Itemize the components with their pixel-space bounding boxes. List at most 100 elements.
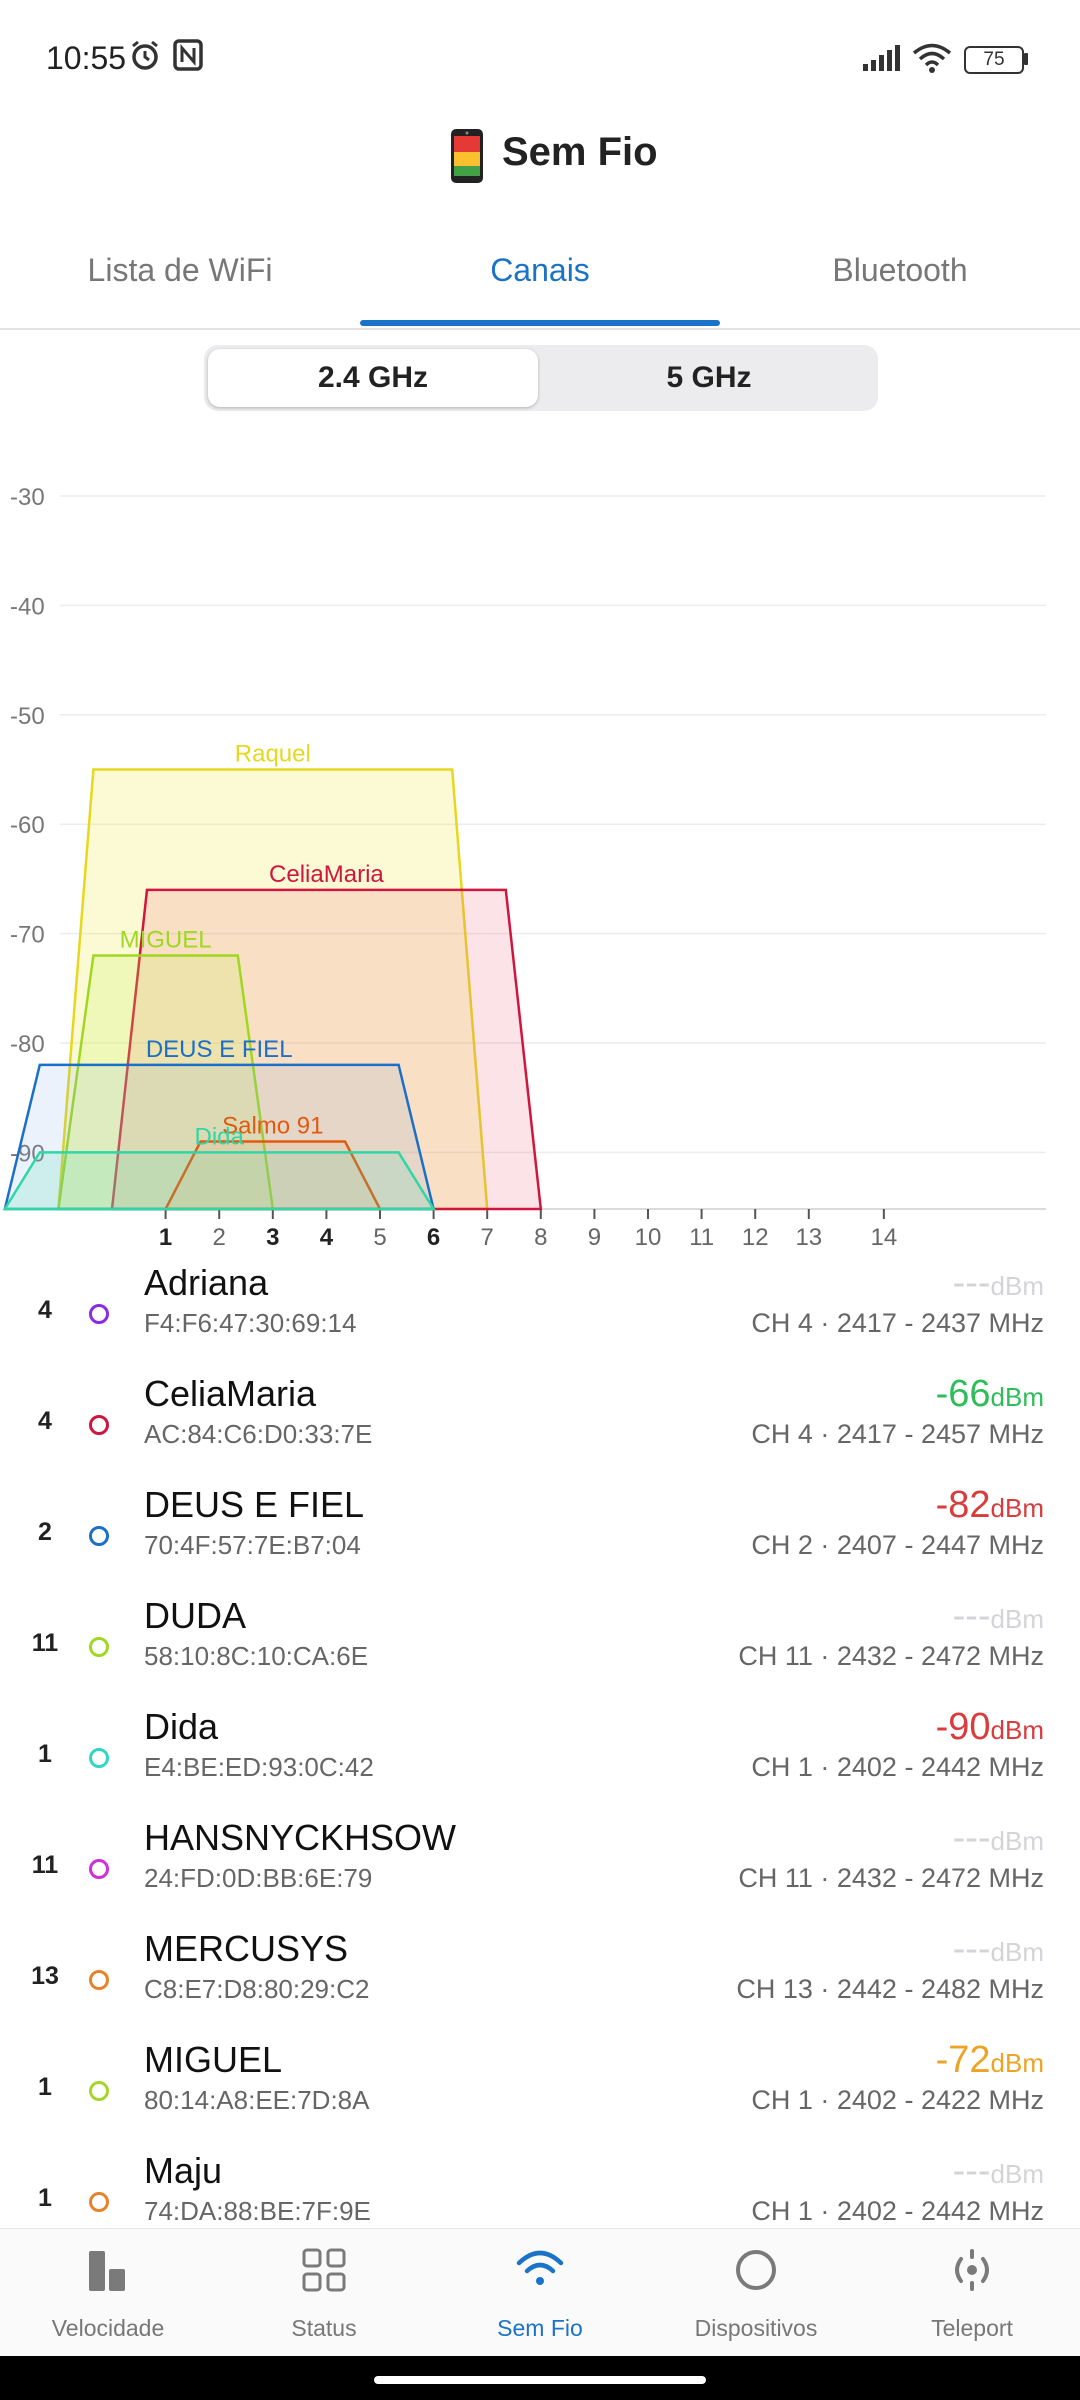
network-row[interactable]: 13 MERCUSYS C8:E7:D8:80:29:C2 ---dBm CH 13 ·… xyxy=(0,1928,1080,2039)
network-mac: 24:FD:0D:BB:6E:79 xyxy=(144,1863,373,1893)
x-tick-label: 12 xyxy=(742,1224,769,1251)
x-tick-label: 13 xyxy=(795,1224,822,1251)
network-signal: -82dBm xyxy=(936,1484,1044,1527)
network-row[interactable]: 1 Maju 74:DA:88:BE:7F:9E ---dBm CH 1 · 2402 … xyxy=(0,2150,1080,2222)
network-row[interactable]: 4 Adriana F4:F6:47:30:69:14 ---dBm CH 4 · 24… xyxy=(0,1262,1080,1373)
network-band-label: Salmo 91 xyxy=(222,1112,323,1139)
signal-unit: dBm xyxy=(990,1937,1044,1967)
network-signal: -72dBm xyxy=(936,2039,1044,2082)
network-mac: AC:84:C6:D0:33:7E xyxy=(144,1419,373,1449)
band-option-5ghz[interactable]: 5 GHz xyxy=(666,361,752,394)
signal-unit: dBm xyxy=(990,1604,1044,1634)
app-logo-icon xyxy=(451,129,483,183)
network-band-label: CeliaMaria xyxy=(269,861,384,888)
tab-channels[interactable]: Canais xyxy=(490,252,590,288)
network-channel-info: CH 4 · 2417 - 2437 MHz xyxy=(751,1308,1044,1338)
signal-unit: dBm xyxy=(990,1826,1044,1856)
nav-item-status[interactable]: Status xyxy=(216,2229,432,2357)
network-signal: ---dBm xyxy=(953,2150,1044,2193)
network-band-label: MIGUEL xyxy=(120,926,212,953)
home-indicator[interactable] xyxy=(374,2376,706,2384)
nfc-icon xyxy=(173,39,203,71)
network-channel-info: CH 1 · 2402 - 2442 MHz xyxy=(751,1752,1044,1782)
nav-item-dispositivos[interactable]: Dispositivos xyxy=(648,2229,864,2357)
network-mac: 70:4F:57:7E:B7:04 xyxy=(144,1530,361,1560)
network-name: Maju xyxy=(144,2150,223,2191)
network-signal: ---dBm xyxy=(953,1928,1044,1971)
tab-wifi-list[interactable]: Lista de WiFi xyxy=(87,252,273,288)
x-tick-label: 11 xyxy=(689,1224,714,1251)
network-mac: 74:DA:88:BE:7F:9E xyxy=(144,2196,371,2222)
network-channel: 11 xyxy=(31,1629,59,1657)
network-signal: -66dBm xyxy=(936,1373,1044,1416)
nav-label: Status xyxy=(291,2315,357,2341)
network-band-label: Raquel xyxy=(235,741,311,768)
network-name: Adriana xyxy=(144,1262,269,1303)
grid-icon xyxy=(302,2248,346,2292)
network-channel-info: CH 11 · 2432 - 2472 MHz xyxy=(738,1863,1044,1893)
network-name: DUDA xyxy=(144,1595,247,1636)
band-option-2-4ghz[interactable]: 2.4 GHz xyxy=(208,349,538,407)
network-name: Dida xyxy=(144,1706,219,1747)
signal-unit: dBm xyxy=(990,1382,1044,1412)
x-tick-label: 10 xyxy=(635,1224,662,1251)
x-tick-label: 9 xyxy=(588,1224,601,1251)
x-tick-label: 14 xyxy=(870,1224,897,1251)
y-tick-label: -40 xyxy=(10,593,45,620)
battery-icon: 75 xyxy=(964,46,1024,74)
network-row[interactable]: 2 DEUS E FIEL 70:4F:57:7E:B7:04 -82dBm CH 2 … xyxy=(0,1484,1080,1595)
network-band xyxy=(2,1151,436,1211)
network-channel-info: CH 2 · 2407 - 2447 MHz xyxy=(751,1530,1044,1560)
signal-unit: dBm xyxy=(990,2159,1044,2189)
teleport-icon xyxy=(955,2249,989,2291)
network-channel: 4 xyxy=(38,1296,52,1324)
signal-value: --- xyxy=(952,2150,991,2192)
nav-label: Sem Fio xyxy=(497,2315,583,2341)
x-tick-label: 4 xyxy=(320,1224,334,1251)
signal-unit: dBm xyxy=(990,1493,1044,1523)
network-name: DEUS E FIEL xyxy=(144,1484,365,1525)
nav-item-velocidade[interactable]: Velocidade xyxy=(0,2229,216,2357)
nav-label: Dispositivos xyxy=(694,2315,818,2341)
network-row[interactable]: 4 CeliaMaria AC:84:C6:D0:33:7E -66dBm CH 4 ·… xyxy=(0,1373,1080,1484)
signal-value: -90 xyxy=(935,1706,991,1748)
network-row[interactable]: 11 HANSNYCKHSOW 24:FD:0D:BB:6E:79 ---dBm CH … xyxy=(0,1817,1080,1928)
network-channel-info: CH 11 · 2432 - 2472 MHz xyxy=(738,1641,1044,1671)
x-tick-label: 1 xyxy=(159,1224,172,1251)
network-row[interactable]: 1 MIGUEL 80:14:A8:EE:7D:8A -72dBm CH 1 · 240… xyxy=(0,2039,1080,2150)
network-row[interactable]: 11 DUDA 58:10:8C:10:CA:6E ---dBm CH 11 · 243… xyxy=(0,1595,1080,1706)
signal-value: --- xyxy=(952,1595,991,1637)
network-signal: ---dBm xyxy=(953,1817,1044,1860)
nav-label: Teleport xyxy=(931,2315,1013,2341)
wifi-icon xyxy=(516,2250,564,2285)
nav-item-sem-fio[interactable]: Sem Fio xyxy=(432,2229,648,2357)
band-switch: 2.4 GHz 5 GHz xyxy=(204,345,878,411)
network-channel: 4 xyxy=(38,1407,52,1435)
network-row[interactable]: 1 Dida E4:BE:ED:93:0C:42 -90dBm CH 1 · 2402 … xyxy=(0,1706,1080,1817)
x-tick-label: 8 xyxy=(534,1224,547,1251)
nav-label: Velocidade xyxy=(51,2315,165,2341)
y-tick-label: -50 xyxy=(10,703,45,730)
alarm-icon xyxy=(132,40,158,70)
y-tick-label: -70 xyxy=(10,922,45,949)
circle-icon xyxy=(736,2250,776,2290)
tab-bluetooth[interactable]: Bluetooth xyxy=(832,252,968,288)
active-tab-indicator xyxy=(360,320,720,326)
network-channel: 11 xyxy=(31,1851,59,1879)
signal-value: --- xyxy=(952,1817,991,1859)
battery-level: 75 xyxy=(983,49,1005,70)
network-band-label: DEUS E FIEL xyxy=(146,1036,293,1063)
network-mac: F4:F6:47:30:69:14 xyxy=(144,1308,357,1338)
network-color-dot xyxy=(89,2192,109,2212)
network-mac: 80:14:A8:EE:7D:8A xyxy=(144,2085,370,2115)
signal-value: --- xyxy=(952,1928,991,1970)
nav-item-teleport[interactable]: Teleport xyxy=(864,2229,1080,2357)
network-mac: C8:E7:D8:80:29:C2 xyxy=(144,1974,370,2004)
network-name: CeliaMaria xyxy=(144,1373,317,1414)
network-color-dot xyxy=(89,1415,109,1435)
signal-value: --- xyxy=(952,1262,991,1304)
network-band-label: Dida xyxy=(195,1123,245,1150)
network-color-dot xyxy=(89,2081,109,2101)
network-color-dot xyxy=(89,1637,109,1657)
x-tick-label: 6 xyxy=(427,1224,440,1251)
